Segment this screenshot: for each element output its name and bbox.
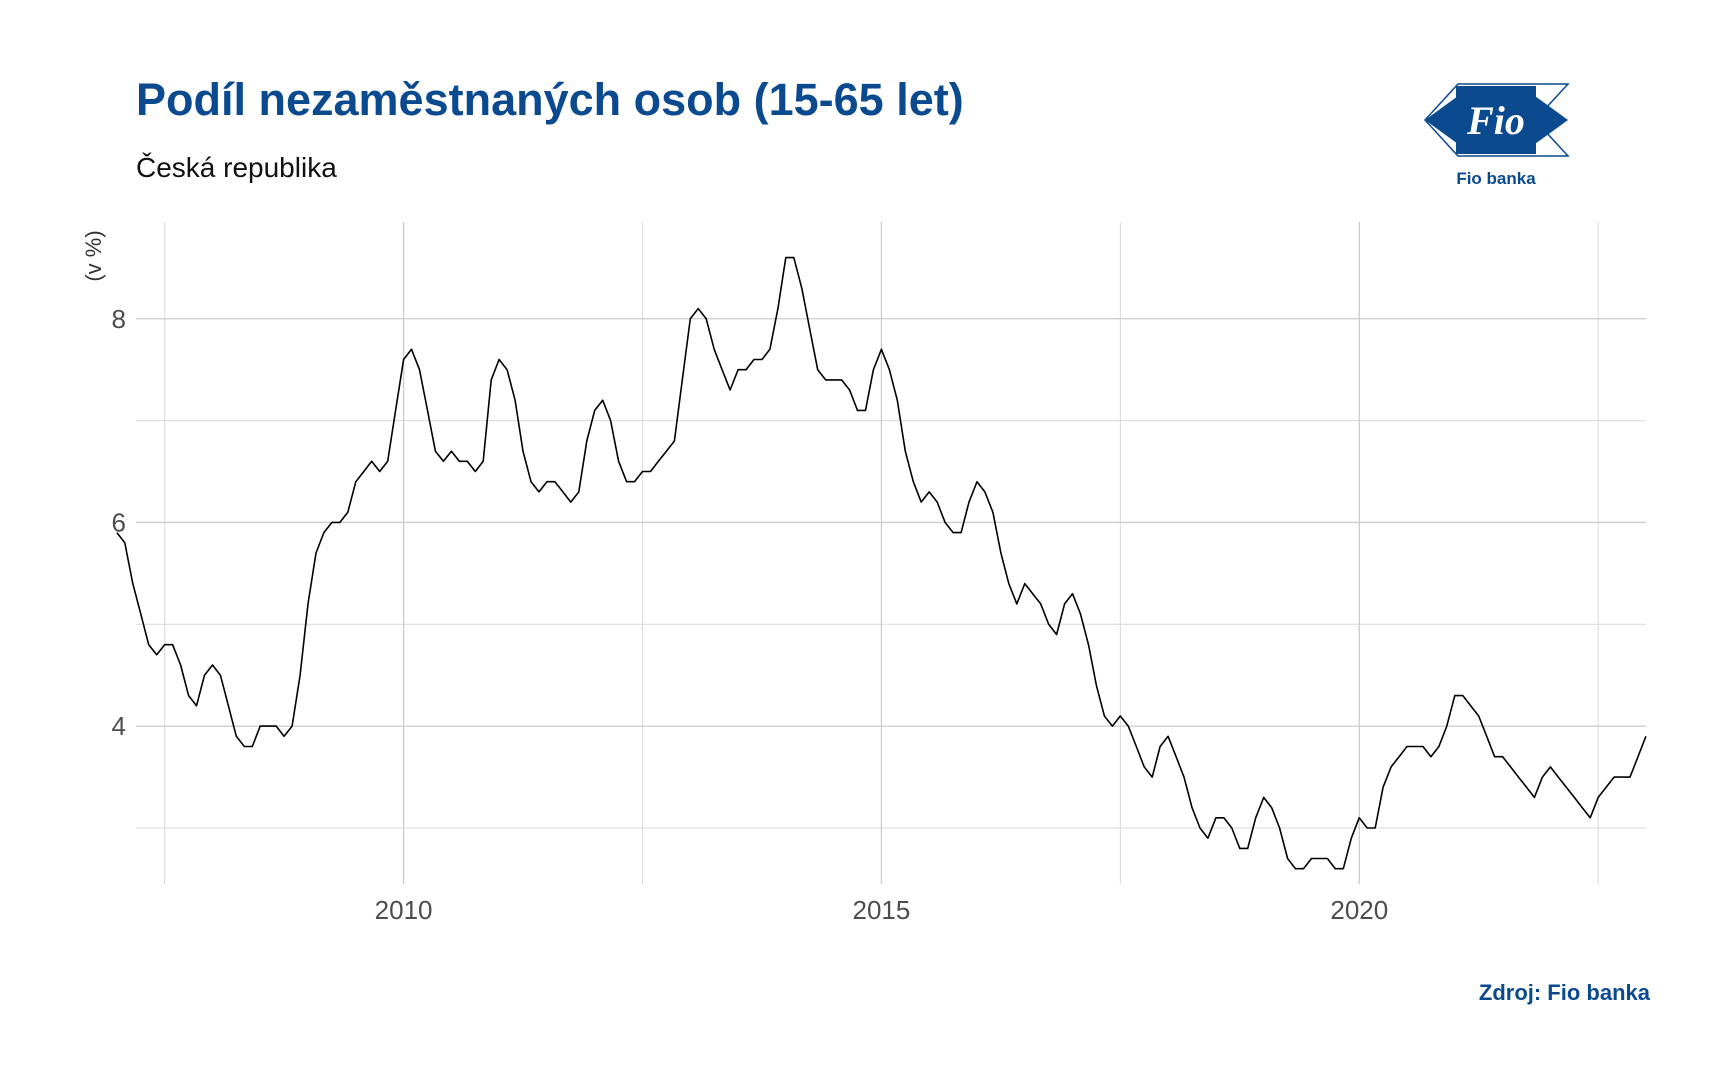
logo-right-wing <box>1535 96 1568 144</box>
chart-title: Podíl nezaměstnaných osob (15-65 let) <box>136 74 964 125</box>
logo-caption: Fio banka <box>1456 169 1536 188</box>
logo-left-wing <box>1425 96 1458 144</box>
series-layer <box>116 256 1647 870</box>
major-gridlines <box>136 222 1646 884</box>
minor-gridlines <box>136 222 1646 884</box>
x-tick-label: 2010 <box>375 895 433 925</box>
y-tick-labels: 4 6 8 <box>112 304 126 741</box>
y-axis-title: (v %) <box>81 230 106 281</box>
y-tick-label: 4 <box>112 711 126 741</box>
y-tick-label: 6 <box>112 507 126 537</box>
logo-box <box>1456 86 1536 154</box>
logo-text: Fio <box>1466 98 1525 143</box>
x-tick-label: 2020 <box>1330 895 1388 925</box>
series-line <box>116 256 1647 870</box>
fio-logo: Fio Fio banka <box>1423 83 1570 188</box>
x-tick-label: 2015 <box>853 895 911 925</box>
x-tick-labels: 2010 2015 2020 <box>375 895 1389 925</box>
y-tick-label: 8 <box>112 304 126 334</box>
source-note: Zdroj: Fio banka <box>1478 980 1650 1005</box>
chart-subtitle: Česká republika <box>136 152 337 183</box>
